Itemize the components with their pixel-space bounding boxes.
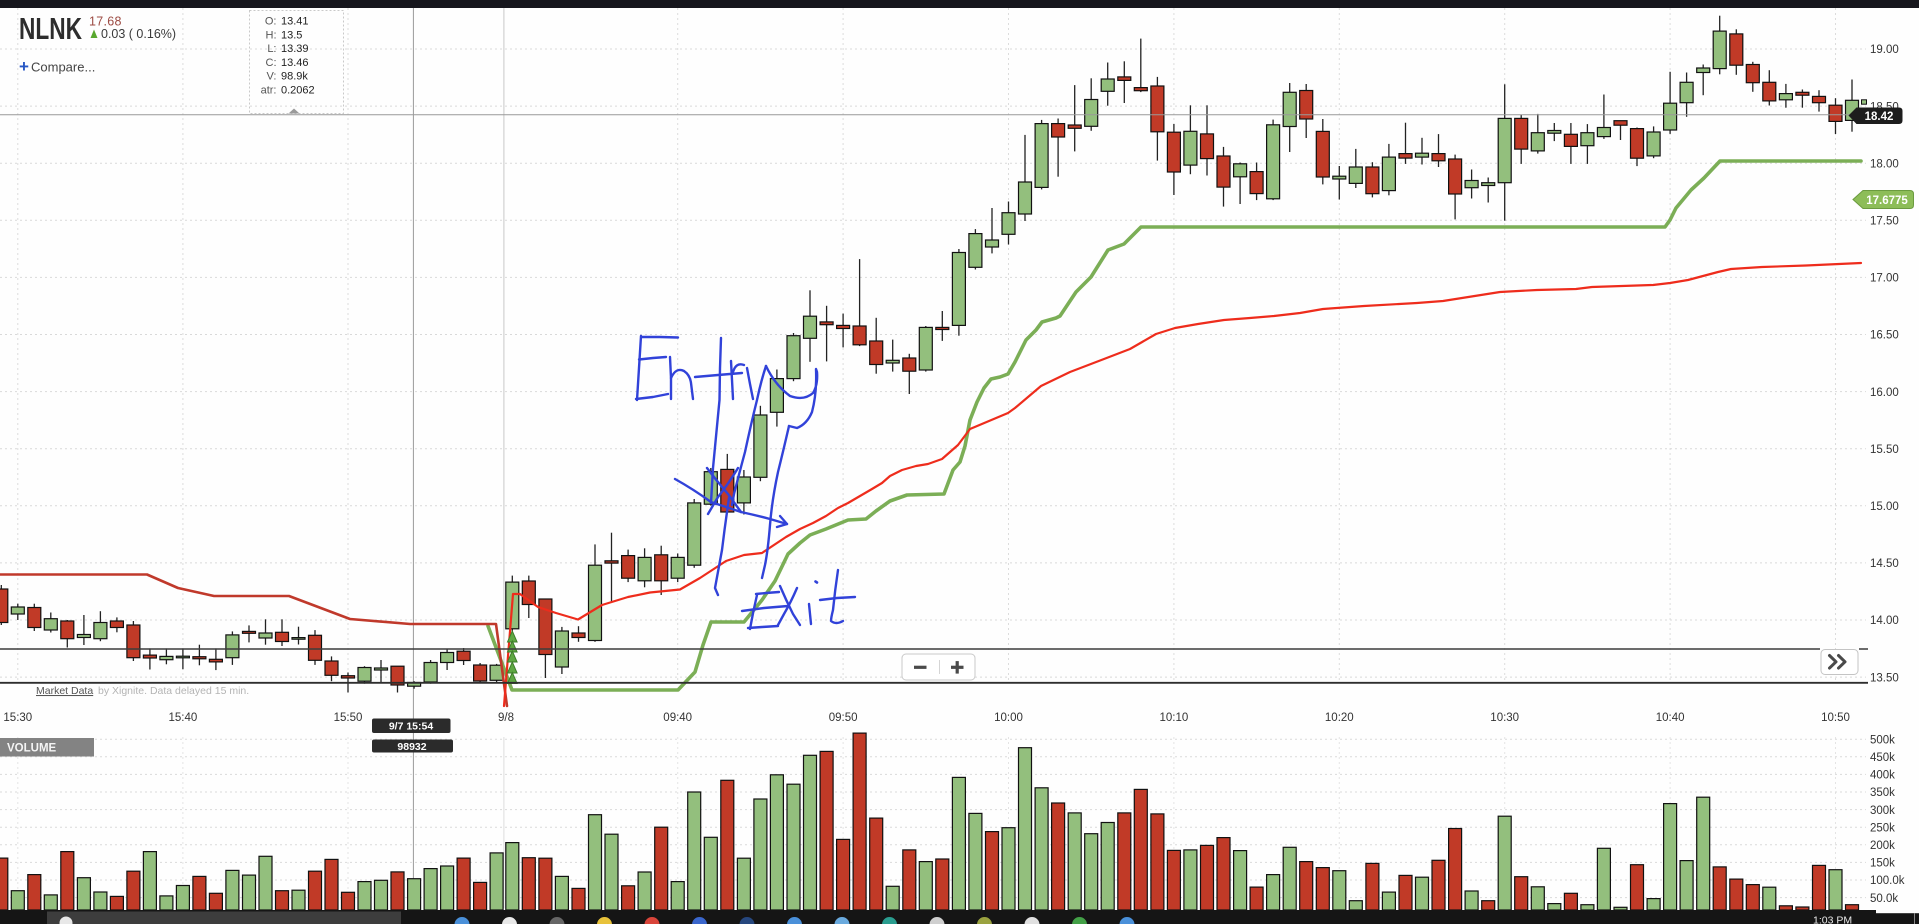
- svg-text:17.00: 17.00: [1870, 273, 1899, 285]
- svg-text:16.50: 16.50: [1870, 330, 1899, 342]
- svg-text:V:: V:: [267, 71, 277, 83]
- svg-text:98.9k: 98.9k: [281, 71, 308, 83]
- svg-text:O:: O:: [265, 16, 277, 28]
- svg-text:10:20: 10:20: [1325, 712, 1354, 724]
- svg-text:15:40: 15:40: [169, 712, 198, 724]
- svg-text:50.0k: 50.0k: [1870, 893, 1898, 905]
- svg-text:13.5: 13.5: [281, 29, 302, 41]
- svg-text:1:03 PM: 1:03 PM: [1813, 915, 1852, 924]
- svg-text:15.50: 15.50: [1870, 444, 1899, 456]
- svg-text:18.00: 18.00: [1870, 158, 1899, 170]
- svg-text:9/7 15:54: 9/7 15:54: [389, 721, 434, 733]
- svg-text:15:50: 15:50: [334, 712, 363, 724]
- svg-text:18.42: 18.42: [1865, 111, 1894, 123]
- svg-text:14.00: 14.00: [1870, 615, 1899, 627]
- svg-text:Market Data: Market Data: [36, 685, 93, 697]
- svg-text:atr:: atr:: [261, 85, 277, 97]
- svg-text:150k: 150k: [1870, 858, 1895, 870]
- svg-text:300k: 300k: [1870, 805, 1895, 817]
- svg-text:16.00: 16.00: [1870, 387, 1899, 399]
- svg-text:98932: 98932: [397, 741, 426, 753]
- svg-text:10:10: 10:10: [1160, 712, 1189, 724]
- svg-text:10:50: 10:50: [1821, 712, 1850, 724]
- svg-text:09:50: 09:50: [829, 712, 858, 724]
- svg-text:200k: 200k: [1870, 840, 1895, 852]
- svg-text:17.50: 17.50: [1870, 216, 1899, 228]
- svg-text:400k: 400k: [1870, 770, 1895, 782]
- svg-text:VOLUME: VOLUME: [7, 743, 57, 755]
- svg-text:Compare...: Compare...: [31, 60, 95, 75]
- svg-text:450k: 450k: [1870, 752, 1895, 764]
- svg-text:14.50: 14.50: [1870, 558, 1899, 570]
- svg-text:C:: C:: [266, 57, 277, 69]
- svg-text:10:00: 10:00: [994, 712, 1023, 724]
- svg-text:0.03 ( 0.16%): 0.03 ( 0.16%): [101, 27, 176, 41]
- svg-text:15:30: 15:30: [3, 712, 32, 724]
- svg-text:19.00: 19.00: [1870, 44, 1899, 56]
- svg-text:17.68: 17.68: [89, 15, 122, 29]
- svg-text:15.00: 15.00: [1870, 501, 1899, 513]
- svg-text:0.2062: 0.2062: [281, 85, 315, 97]
- svg-text:350k: 350k: [1870, 787, 1895, 799]
- svg-text:13.39: 13.39: [281, 43, 309, 55]
- svg-text:10:30: 10:30: [1490, 712, 1519, 724]
- svg-text:9/8: 9/8: [498, 712, 514, 724]
- svg-text:10:40: 10:40: [1656, 712, 1685, 724]
- svg-text:L:: L:: [267, 43, 276, 55]
- svg-text:17.6775: 17.6775: [1866, 195, 1908, 207]
- svg-text:H:: H:: [266, 29, 277, 41]
- svg-text:500k: 500k: [1870, 734, 1895, 746]
- svg-text:NLNK: NLNK: [19, 11, 82, 46]
- svg-text:+: +: [19, 57, 29, 76]
- svg-text:13.50: 13.50: [1870, 672, 1899, 684]
- svg-text:by Xignite. Data delayed 15 mi: by Xignite. Data delayed 15 min.: [98, 685, 249, 697]
- svg-text:100.0k: 100.0k: [1870, 875, 1905, 887]
- svg-text:13.41: 13.41: [281, 16, 309, 28]
- svg-text:09:40: 09:40: [663, 712, 692, 724]
- svg-text:13.46: 13.46: [281, 57, 309, 69]
- svg-text:250k: 250k: [1870, 822, 1895, 834]
